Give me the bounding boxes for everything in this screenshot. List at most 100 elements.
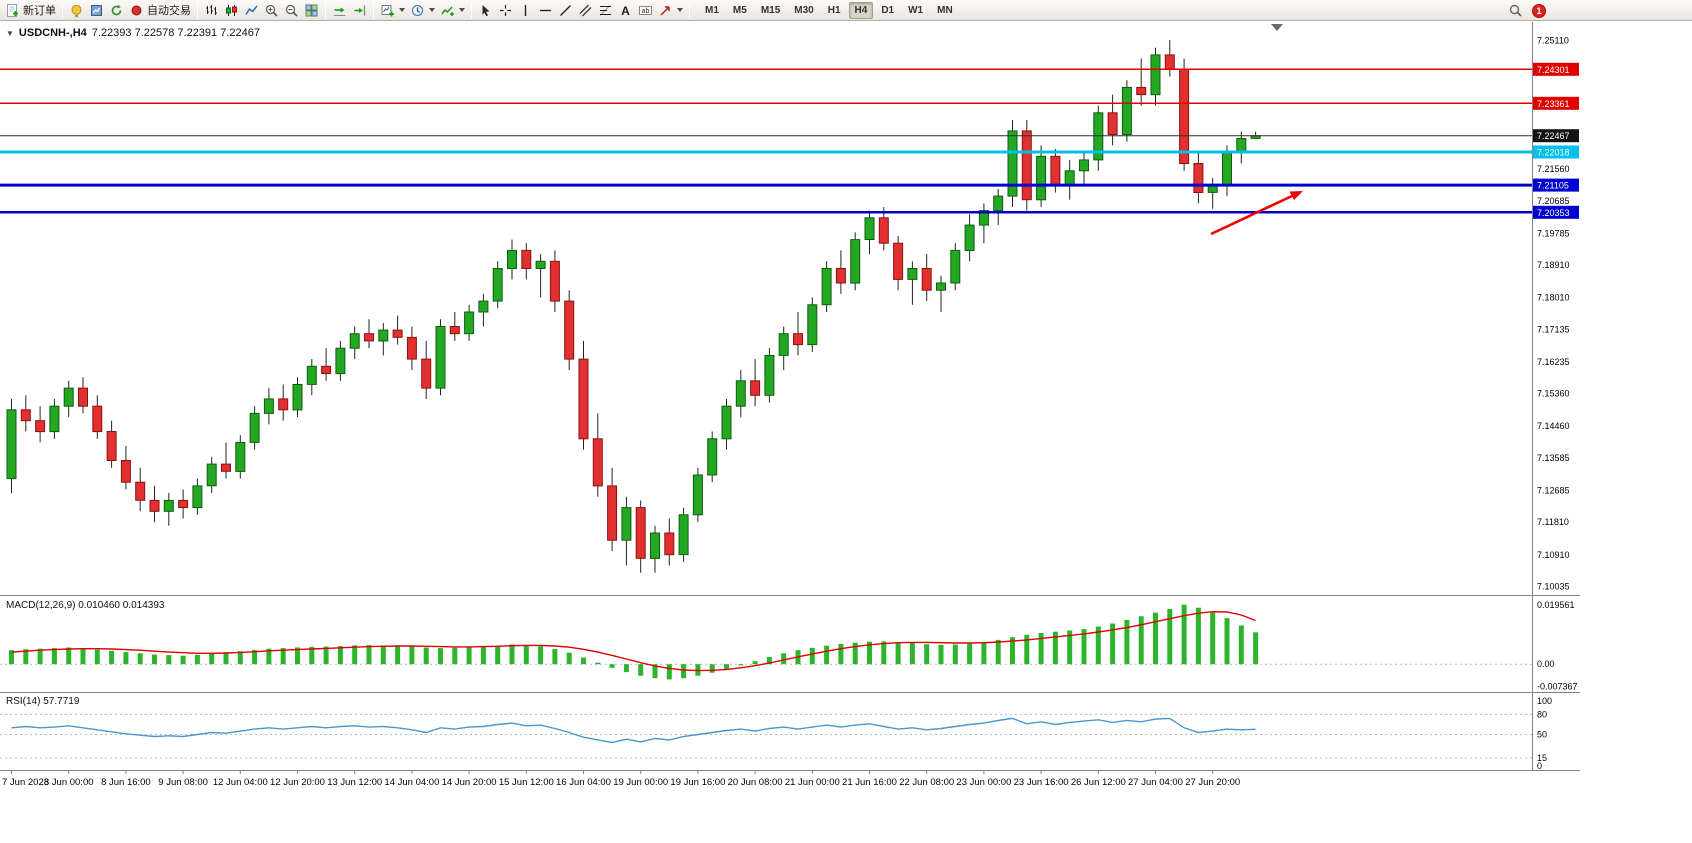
candlestick-chart-button[interactable] xyxy=(222,1,241,20)
bearish-candle xyxy=(421,358,432,389)
bullish-candle xyxy=(535,260,546,270)
toolbar-separator xyxy=(689,2,690,18)
svg-text:ab: ab xyxy=(642,8,650,15)
rsi-label: RSI(14) 57.7719 xyxy=(6,696,79,707)
channel-button[interactable] xyxy=(576,1,595,20)
time-axis-label: 9 Jun 08:00 xyxy=(158,777,208,788)
arrow-head[interactable] xyxy=(1289,191,1304,200)
chart-shift-button[interactable] xyxy=(350,1,369,20)
macd-values: 0.010460 0.014393 xyxy=(78,600,165,611)
new-order-label: 新订单 xyxy=(23,5,56,17)
auto-trading-icon xyxy=(131,5,142,15)
time-axis-label: 19 Jun 00:00 xyxy=(613,777,668,788)
bearish-candle xyxy=(1050,155,1061,186)
chart-profiles-icon xyxy=(412,4,423,16)
horizontal-line-button[interactable] xyxy=(536,1,555,20)
bearish-candle xyxy=(106,431,117,461)
timeframe-mn-button[interactable]: MN xyxy=(937,4,953,16)
arrow-line[interactable] xyxy=(1210,194,1293,236)
timeframe-d1-button[interactable]: D1 xyxy=(881,4,895,16)
bearish-candle xyxy=(449,326,460,335)
market-watch-button[interactable] xyxy=(87,1,106,20)
zoom-out-button[interactable] xyxy=(282,1,301,20)
bar-chart-button[interactable] xyxy=(202,1,221,20)
macd-axis-label: -0.007367 xyxy=(1537,682,1578,692)
refresh-button[interactable] xyxy=(107,1,126,20)
crosshair-button[interactable] xyxy=(496,1,515,20)
price-axis-label: 7.18010 xyxy=(1537,293,1570,303)
chart-window: 7.25110 7.24301 7.23361 7.22467 7.22018 7.215… xyxy=(0,22,1580,812)
notification-badge[interactable]: 1 xyxy=(1532,3,1546,18)
vertical-line-icon xyxy=(524,4,527,16)
bearish-candle xyxy=(635,507,646,559)
ohlc-collapse-icon[interactable]: ▼ xyxy=(6,28,14,38)
timeframe-m1-button[interactable]: M1 xyxy=(705,4,719,16)
timeframe-m5-button[interactable]: M5 xyxy=(732,4,747,16)
bullish-candle xyxy=(63,387,74,407)
auto-trading-button[interactable]: 自动交易 xyxy=(127,1,193,20)
toolbar-separator xyxy=(325,2,326,18)
chart-canvas[interactable]: 7.25110 7.24301 7.23361 7.22467 7.22018 7.215… xyxy=(0,22,1580,812)
new-order-button[interactable]: 新订单 xyxy=(3,1,58,20)
chevron-down-icon xyxy=(399,8,405,12)
bullish-candle xyxy=(1121,86,1132,135)
bullish-candle xyxy=(292,384,303,411)
text-button[interactable]: A xyxy=(616,1,635,20)
new-chart-button[interactable] xyxy=(378,1,407,20)
search-icon[interactable] xyxy=(1508,3,1523,18)
price-axis-label: 7.15360 xyxy=(1537,389,1570,399)
trendline-button[interactable] xyxy=(556,1,575,20)
rsi-line xyxy=(11,717,1256,744)
candlestick-chart-icon xyxy=(226,4,237,16)
rsi-axis-label: 15 xyxy=(1537,753,1547,763)
bullish-candle xyxy=(821,268,832,306)
line-chart-button[interactable] xyxy=(242,1,261,20)
bullish-candle xyxy=(49,405,60,433)
bullish-candle xyxy=(249,412,260,443)
toolbar-separator xyxy=(373,2,374,18)
price-line-label-box xyxy=(1533,205,1579,219)
bullish-candle xyxy=(978,210,989,226)
time-axis-label: 12 Jun 04:00 xyxy=(213,777,268,788)
price-axis-label: 7.11810 xyxy=(1537,517,1569,527)
bearish-candle xyxy=(135,481,146,501)
zoom-in-button[interactable] xyxy=(262,1,281,20)
bearish-candle xyxy=(321,365,332,374)
price-line-label: 7.23361 xyxy=(1537,99,1570,109)
label-button[interactable]: ab xyxy=(636,1,655,20)
bearish-candle xyxy=(35,420,46,433)
zoom-out-icon xyxy=(285,4,298,17)
auto-trading-label: 自动交易 xyxy=(147,5,191,17)
timeframe-w1-button[interactable]: W1 xyxy=(908,4,924,16)
price-axis-label: 7.13585 xyxy=(1537,453,1570,463)
bullish-candle xyxy=(964,224,975,252)
bearish-candle xyxy=(92,405,103,433)
bearish-candle xyxy=(564,300,575,360)
cursor-button[interactable] xyxy=(476,1,495,20)
timeframe-h1-button[interactable]: H1 xyxy=(827,4,841,16)
arrow-annotation[interactable] xyxy=(1210,191,1304,236)
timeframe-m30-button[interactable]: M30 xyxy=(794,4,814,16)
bullish-candle xyxy=(378,329,389,342)
line-chart-icon xyxy=(245,5,258,15)
chart-shift-marker-icon[interactable] xyxy=(1271,24,1283,31)
chart-profiles-button[interactable] xyxy=(408,1,437,20)
bullish-candle xyxy=(907,268,918,280)
price-axis[interactable]: 7.25110 7.24301 7.23361 7.22467 7.22018 7.215… xyxy=(1533,36,1579,592)
bearish-candle xyxy=(578,358,589,440)
auto-scroll-button[interactable] xyxy=(330,1,349,20)
tile-windows-icon xyxy=(305,4,318,16)
timeframe-m15-button[interactable]: M15 xyxy=(760,4,781,16)
fibonacci-button[interactable] xyxy=(596,1,615,20)
arrows-button[interactable] xyxy=(656,1,685,20)
tile-windows-button[interactable] xyxy=(302,1,321,20)
vertical-line-button[interactable] xyxy=(516,1,535,20)
expert-advisors-button[interactable] xyxy=(67,1,86,20)
timeframe-h4-button[interactable]: H4 xyxy=(848,1,874,19)
arrows-icon xyxy=(660,5,670,16)
bullish-candle xyxy=(936,282,946,291)
price-line-label-box xyxy=(1533,129,1579,143)
price-line-label-box xyxy=(1533,62,1579,76)
indicators-button[interactable] xyxy=(438,1,467,20)
